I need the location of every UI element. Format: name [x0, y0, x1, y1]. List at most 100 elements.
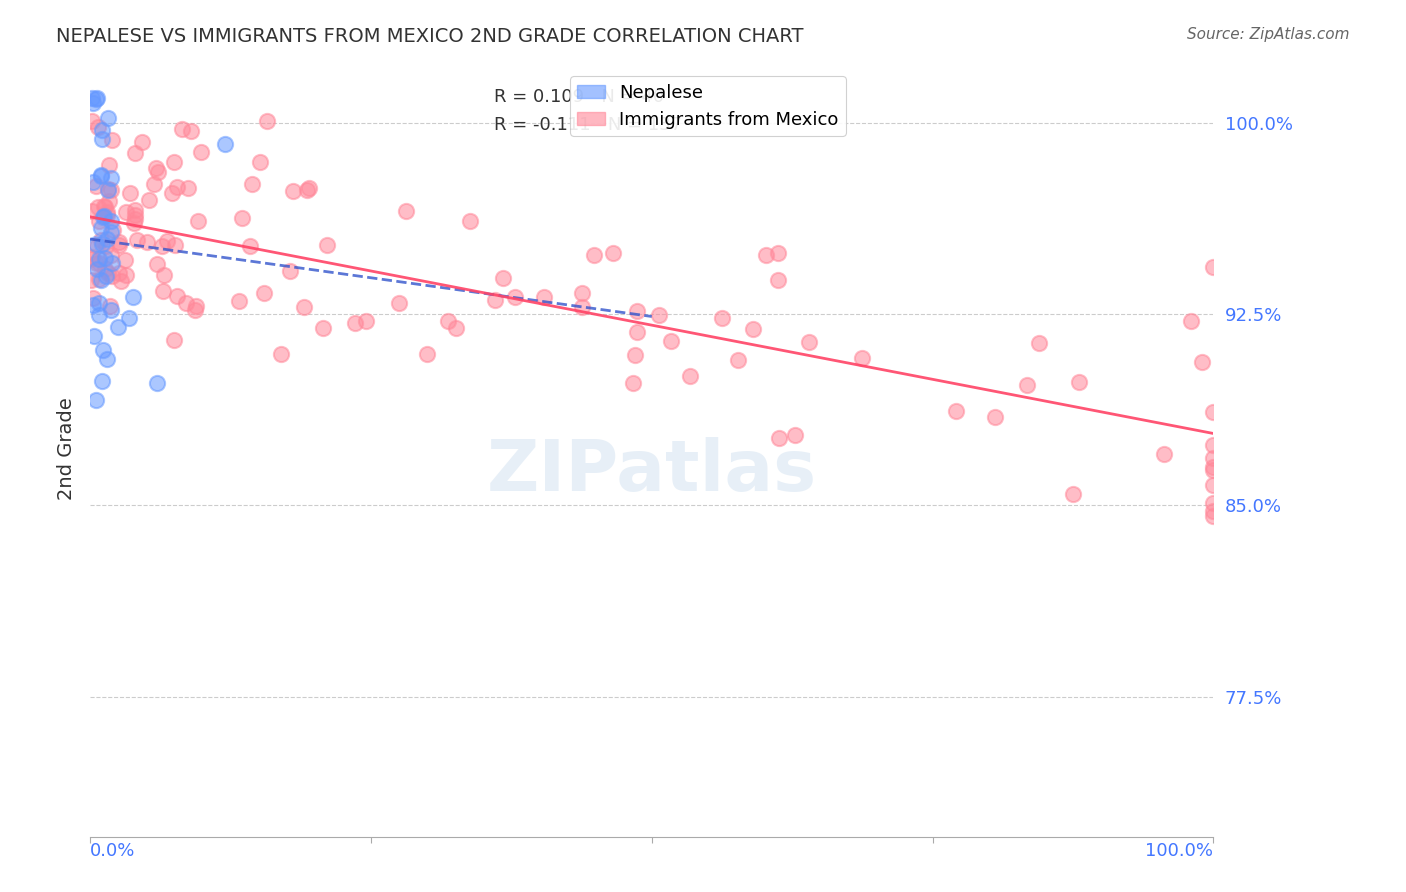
- Immigrants from Mexico: [180, 124, 202, 138]
- Immigrants from Mexico: [766, 246, 789, 260]
- Text: R = -0.111   N = 137: R = -0.111 N = 137: [495, 116, 683, 134]
- Immigrants from Mexico: [356, 314, 378, 328]
- Immigrants from Mexico: [1202, 260, 1225, 274]
- Immigrants from Mexico: [1202, 478, 1225, 492]
- Immigrants from Mexico: [1191, 355, 1213, 369]
- Immigrants from Mexico: [148, 165, 170, 179]
- Nepalese: [90, 374, 112, 388]
- Immigrants from Mexico: [84, 178, 107, 193]
- Immigrants from Mexico: [90, 233, 112, 247]
- Nepalese: [90, 221, 112, 235]
- Immigrants from Mexico: [138, 193, 160, 207]
- Immigrants from Mexico: [344, 316, 367, 330]
- Immigrants from Mexico: [984, 409, 1007, 424]
- Immigrants from Mexico: [97, 266, 120, 280]
- Immigrants from Mexico: [270, 347, 292, 361]
- Nepalese: [96, 232, 118, 246]
- Immigrants from Mexico: [170, 121, 193, 136]
- Nepalese: [84, 237, 107, 252]
- Immigrants from Mexico: [84, 256, 107, 270]
- Immigrants from Mexico: [571, 286, 593, 301]
- Immigrants from Mexico: [505, 290, 527, 304]
- Nepalese: [82, 96, 104, 111]
- Immigrants from Mexico: [166, 180, 188, 194]
- Immigrants from Mexico: [312, 321, 335, 335]
- Y-axis label: 2nd Grade: 2nd Grade: [58, 397, 76, 500]
- Text: R = 0.109   N = 40: R = 0.109 N = 40: [495, 88, 665, 106]
- Immigrants from Mexico: [484, 293, 506, 307]
- Immigrants from Mexico: [1202, 503, 1225, 517]
- Immigrants from Mexico: [415, 347, 437, 361]
- Immigrants from Mexico: [184, 302, 207, 317]
- Nepalese: [100, 225, 122, 239]
- Immigrants from Mexico: [1202, 463, 1225, 477]
- Text: 100.0%: 100.0%: [1146, 842, 1213, 860]
- Immigrants from Mexico: [82, 291, 104, 305]
- Immigrants from Mexico: [533, 290, 555, 304]
- Immigrants from Mexico: [249, 155, 271, 169]
- Nepalese: [100, 171, 122, 186]
- Immigrants from Mexico: [177, 181, 200, 195]
- Immigrants from Mexico: [80, 252, 103, 267]
- Immigrants from Mexico: [783, 428, 806, 442]
- Nepalese: [94, 268, 117, 283]
- Nepalese: [96, 351, 118, 366]
- Immigrants from Mexico: [142, 177, 165, 191]
- Nepalese: [118, 311, 141, 326]
- Immigrants from Mexico: [152, 268, 174, 283]
- Immigrants from Mexico: [100, 183, 122, 197]
- Nepalese: [94, 251, 117, 265]
- Nepalese: [91, 132, 114, 146]
- Immigrants from Mexico: [100, 248, 122, 262]
- Immigrants from Mexico: [621, 376, 644, 390]
- Immigrants from Mexico: [679, 369, 702, 384]
- Immigrants from Mexico: [727, 353, 749, 368]
- Immigrants from Mexico: [492, 271, 515, 285]
- Immigrants from Mexico: [768, 431, 790, 445]
- Immigrants from Mexico: [150, 239, 173, 253]
- Immigrants from Mexico: [184, 299, 207, 313]
- Nepalese: [82, 298, 104, 312]
- Nepalese: [101, 256, 124, 270]
- Nepalese: [90, 236, 112, 251]
- Immigrants from Mexico: [742, 322, 765, 336]
- Immigrants from Mexico: [281, 184, 304, 198]
- Immigrants from Mexico: [298, 180, 321, 194]
- Immigrants from Mexico: [118, 186, 141, 200]
- Nepalese: [100, 303, 122, 318]
- Nepalese: [83, 328, 105, 343]
- Immigrants from Mexico: [101, 133, 124, 147]
- Immigrants from Mexico: [228, 293, 250, 308]
- Immigrants from Mexico: [297, 184, 319, 198]
- Nepalese: [107, 319, 129, 334]
- Immigrants from Mexico: [131, 136, 153, 150]
- Text: NEPALESE VS IMMIGRANTS FROM MEXICO 2ND GRADE CORRELATION CHART: NEPALESE VS IMMIGRANTS FROM MEXICO 2ND G…: [56, 27, 804, 45]
- Immigrants from Mexico: [624, 348, 647, 362]
- Immigrants from Mexico: [253, 286, 276, 301]
- Immigrants from Mexico: [114, 252, 136, 267]
- Immigrants from Mexico: [797, 334, 820, 349]
- Nepalese: [90, 169, 112, 183]
- Nepalese: [86, 91, 108, 105]
- Immigrants from Mexico: [93, 261, 115, 276]
- Immigrants from Mexico: [1202, 509, 1225, 524]
- Immigrants from Mexico: [122, 216, 145, 230]
- Nepalese: [100, 214, 122, 228]
- Immigrants from Mexico: [87, 255, 110, 269]
- Immigrants from Mexico: [458, 214, 481, 228]
- Immigrants from Mexico: [174, 295, 197, 310]
- Nepalese: [214, 136, 236, 151]
- Immigrants from Mexico: [101, 223, 124, 237]
- Immigrants from Mexico: [256, 114, 278, 128]
- Immigrants from Mexico: [851, 351, 873, 366]
- Immigrants from Mexico: [101, 269, 124, 284]
- Immigrants from Mexico: [86, 238, 108, 252]
- Nepalese: [93, 210, 115, 224]
- Immigrants from Mexico: [437, 314, 460, 328]
- Nepalese: [84, 93, 107, 107]
- Immigrants from Mexico: [152, 284, 174, 298]
- Immigrants from Mexico: [231, 211, 253, 225]
- Immigrants from Mexico: [110, 274, 132, 288]
- Immigrants from Mexico: [1062, 487, 1084, 501]
- Immigrants from Mexico: [1017, 377, 1039, 392]
